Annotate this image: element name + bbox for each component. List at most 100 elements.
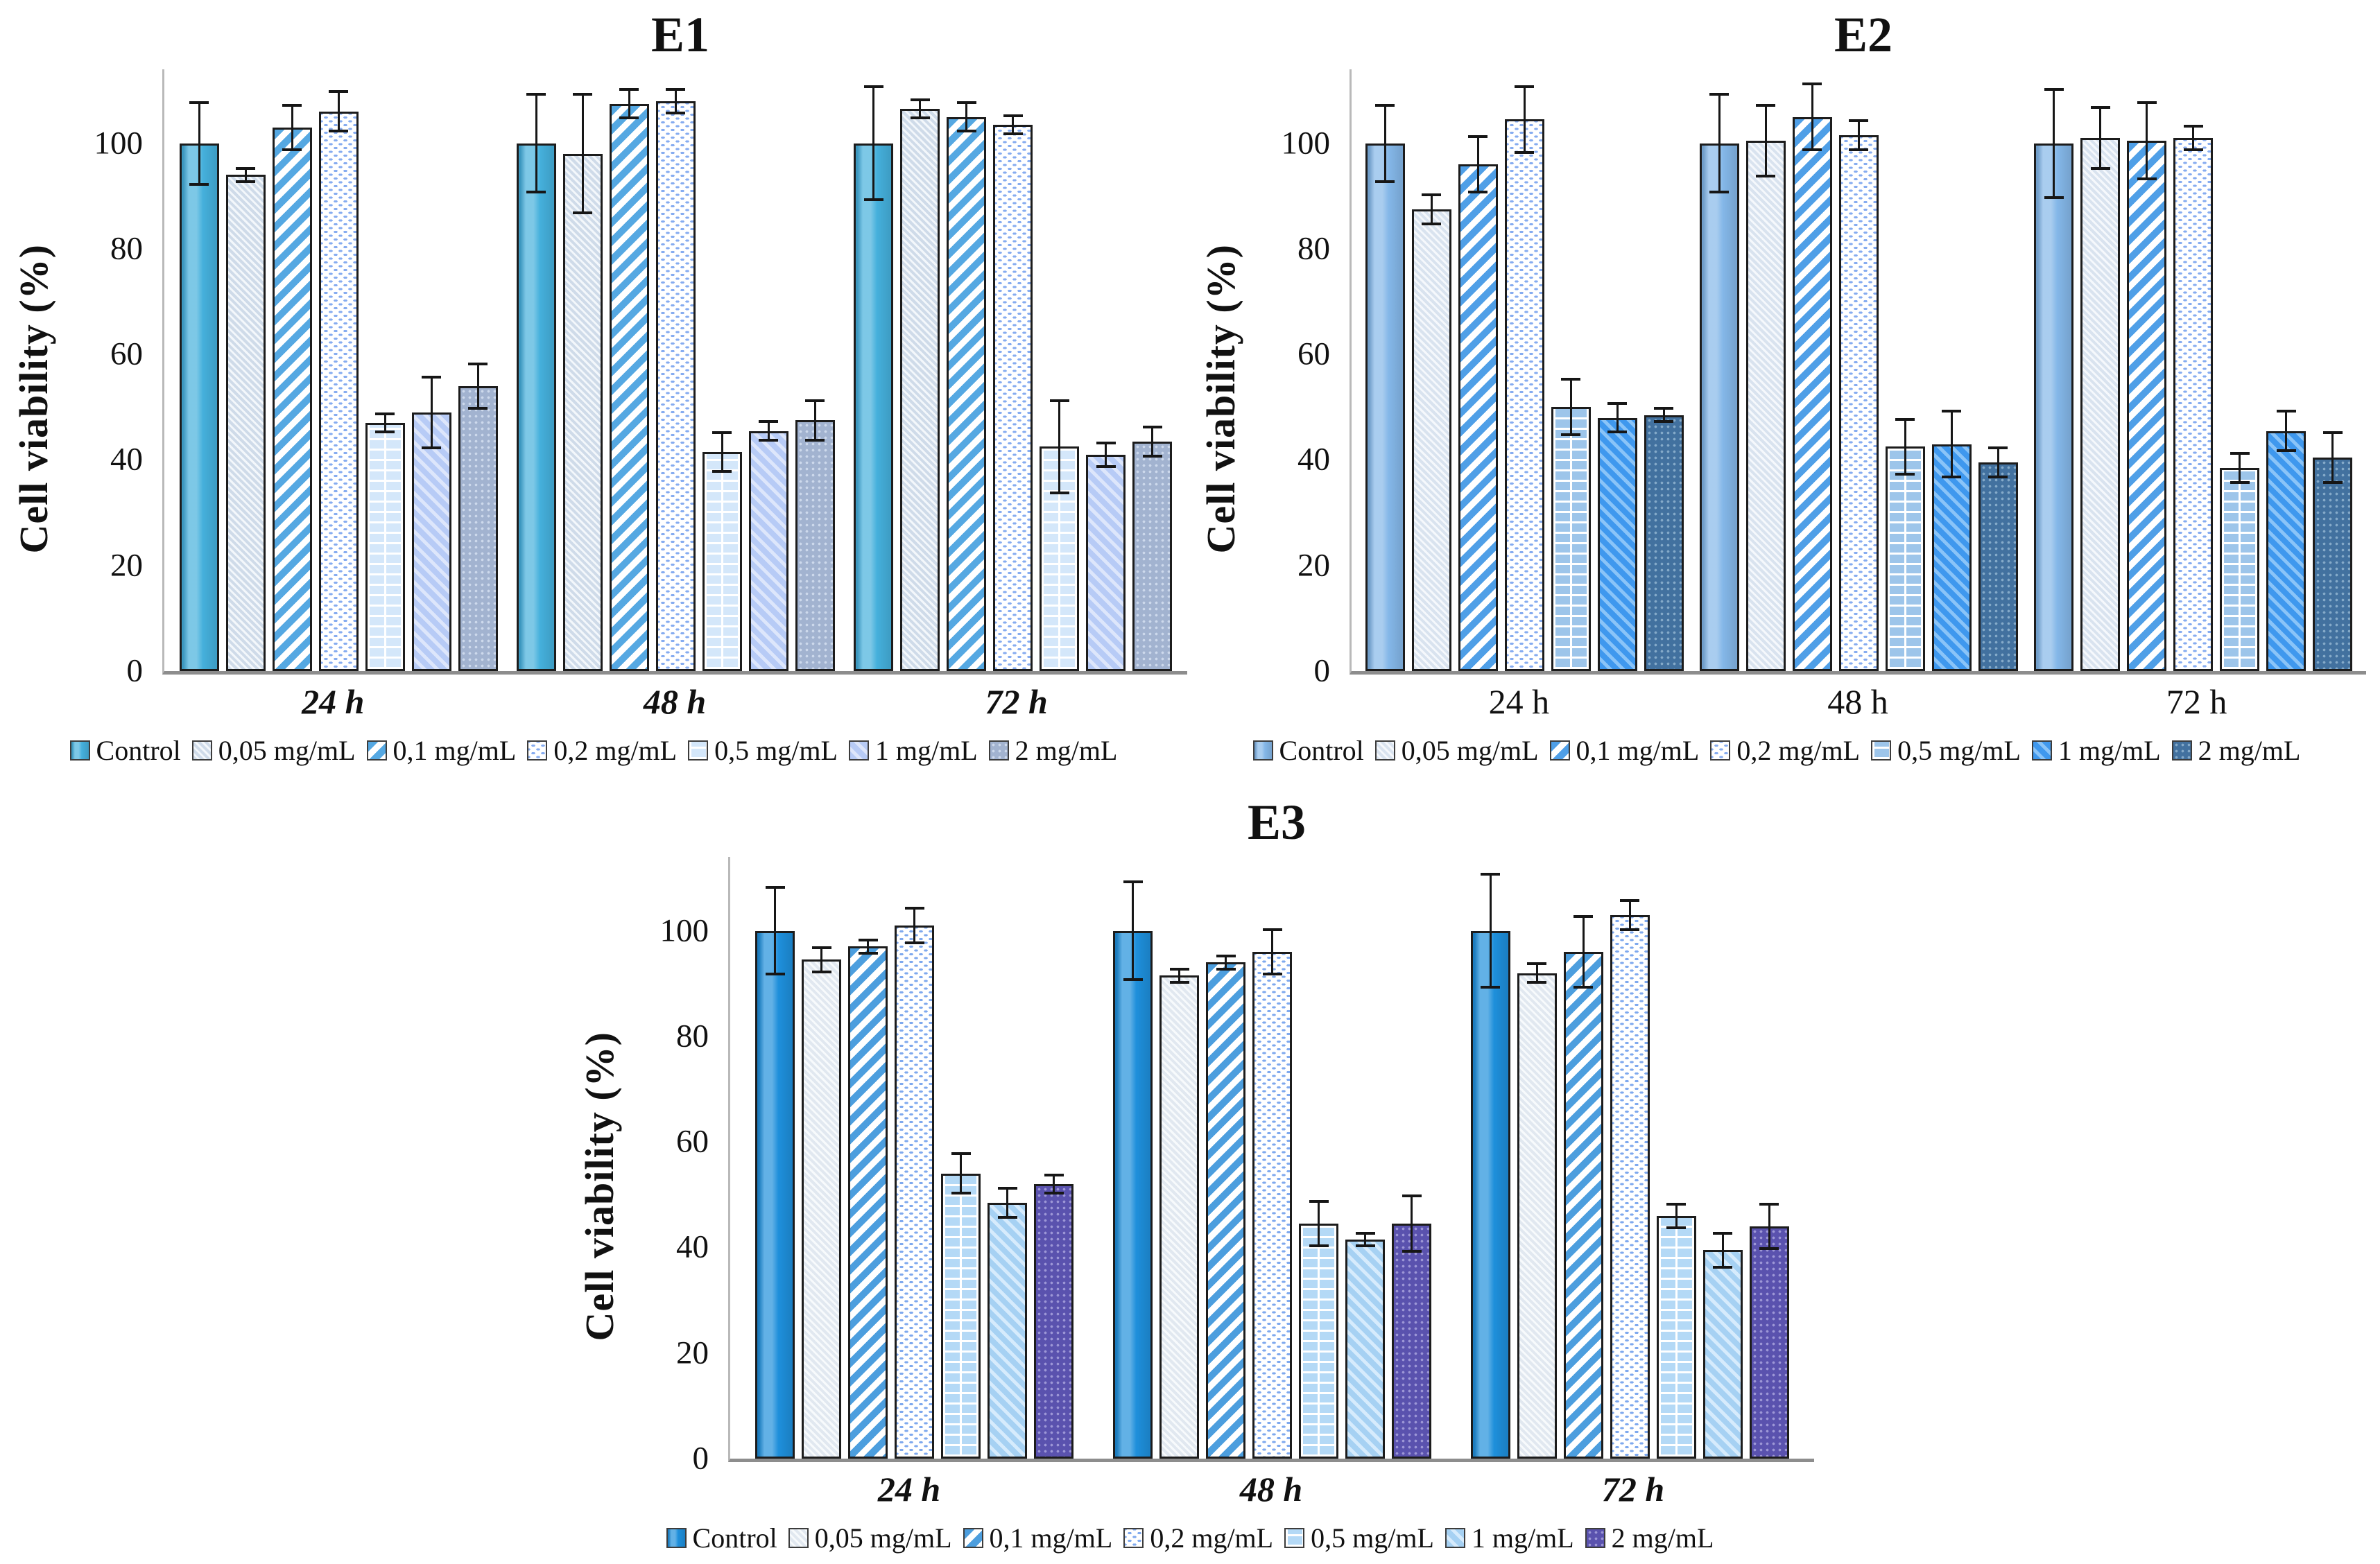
legend-label: 1 mg/mL: [874, 735, 978, 766]
bar-slot: [1517, 857, 1557, 1459]
bar-slot: [941, 857, 981, 1459]
error-bar: [1402, 1194, 1422, 1253]
legend-label: Control: [1279, 735, 1364, 766]
legend-item: Control: [1252, 734, 1364, 767]
error-bar: [1620, 898, 1640, 931]
bar: [854, 143, 894, 671]
bar-slot: [895, 857, 935, 1459]
bar: [1132, 441, 1173, 671]
bar: [609, 103, 649, 671]
error-bar: [189, 101, 209, 186]
error-bar: [1262, 928, 1282, 976]
y-tick-label: 80: [1297, 230, 1330, 267]
bar: [941, 1173, 981, 1459]
error-bar: [2276, 410, 2296, 453]
legend-item: 2 mg/mL: [2171, 734, 2300, 767]
bar: [1699, 143, 1739, 671]
bar-slot: [1299, 857, 1338, 1459]
bar-slot: [2173, 69, 2214, 671]
error-bar: [1375, 103, 1395, 183]
y-tick-label: 20: [1297, 547, 1330, 584]
legend-label: 0,05 mg/mL: [814, 1522, 952, 1554]
error-bar: [1169, 967, 1189, 984]
y-axis-ticks: 0 20 40 60 80 100: [632, 857, 728, 1475]
legend-item: 0,05 mg/mL: [191, 734, 356, 767]
error-bar: [1216, 954, 1236, 971]
error-bar: [1759, 1202, 1779, 1251]
bar-slot: [2266, 69, 2306, 671]
bar: [516, 143, 556, 671]
plot-wrap: 24 h 48 h 72 h: [1349, 69, 2366, 729]
bar: [848, 946, 888, 1459]
legend-swatch: [963, 1528, 983, 1548]
bar-group: [2026, 69, 2361, 671]
error-bar: [1468, 135, 1488, 193]
error-bar: [282, 103, 302, 152]
legend-item: 0,1 mg/mL: [963, 1522, 1112, 1554]
bar-group: [1451, 857, 1809, 1459]
error-bar: [1003, 114, 1023, 136]
bar: [2266, 431, 2306, 671]
bar-slot: [225, 69, 266, 671]
bar: [1517, 973, 1557, 1459]
bar: [2034, 143, 2074, 671]
bar-slot: [900, 69, 940, 671]
bar-slot: [1610, 857, 1650, 1459]
bar-slot: [1132, 69, 1173, 671]
plot-wrap: 24 h 48 h 72 h: [728, 857, 1814, 1516]
legend-swatch: [527, 740, 548, 761]
legend-item: 1 mg/mL: [2031, 734, 2161, 767]
category-label: 72 h: [1601, 1470, 1665, 1509]
bar: [1702, 1250, 1743, 1459]
bar: [2220, 467, 2260, 671]
bar-slot: [1931, 69, 1972, 671]
bar-slot: [411, 69, 451, 671]
bar: [1392, 1224, 1431, 1459]
bar: [1034, 1184, 1074, 1459]
bar: [802, 959, 842, 1459]
category-label: 48 h: [1239, 1470, 1303, 1509]
bar-slot: [365, 69, 405, 671]
error-bar: [1654, 407, 1674, 424]
legend-item: 2 mg/mL: [1585, 1522, 1714, 1554]
legend-item: 0,05 mg/mL: [788, 1522, 952, 1554]
bar: [1745, 140, 1786, 671]
plot-wrap: 24 h 48 h 72 h: [162, 69, 1187, 729]
legend-swatch: [788, 1528, 809, 1548]
error-bar: [1607, 401, 1628, 434]
legend-label: 0,1 mg/mL: [1576, 735, 1700, 766]
legend-item: 0,1 mg/mL: [1549, 734, 1700, 767]
legend-label: Control: [96, 735, 181, 766]
legend: Control 0,05 mg/mL 0,1 mg/mL 0,2 mg/mL 0,5 m…: [566, 1522, 1814, 1554]
y-axis-title: Cell viability (%): [566, 857, 632, 1516]
bar-slot: [1978, 69, 2018, 671]
error-bar: [811, 946, 831, 973]
error-bar: [951, 1152, 971, 1195]
chart-e3-title: E3: [1247, 794, 1307, 850]
bar: [1610, 914, 1650, 1459]
chart-e2-title: E2: [1834, 7, 1893, 62]
legend-swatch: [1871, 740, 1892, 761]
error-bar: [1309, 1199, 1329, 1248]
legend-swatch: [366, 740, 387, 761]
legend-item: 0,5 mg/mL: [1871, 734, 2021, 767]
legend-swatch: [688, 740, 709, 761]
error-bar: [666, 87, 686, 114]
legend-swatch: [988, 740, 1009, 761]
legend-swatch: [2171, 740, 2192, 761]
y-tick-label: 60: [676, 1123, 709, 1160]
bar-slot: [1699, 69, 1739, 671]
bar-slot: [1034, 857, 1074, 1459]
bar: [1563, 952, 1603, 1459]
bar: [1365, 143, 1405, 671]
bar-slot: [1206, 857, 1245, 1459]
legend-item: 0,2 mg/mL: [1710, 734, 1860, 767]
bar-slot: [848, 857, 888, 1459]
bar: [365, 423, 405, 671]
y-axis-ticks: 0 20 40 60 80 100: [67, 69, 162, 687]
bar-slot: [2313, 69, 2353, 671]
bar-slot: [795, 69, 835, 671]
bar-slot: [1644, 69, 1684, 671]
y-tick-label: 0: [1313, 652, 1331, 689]
